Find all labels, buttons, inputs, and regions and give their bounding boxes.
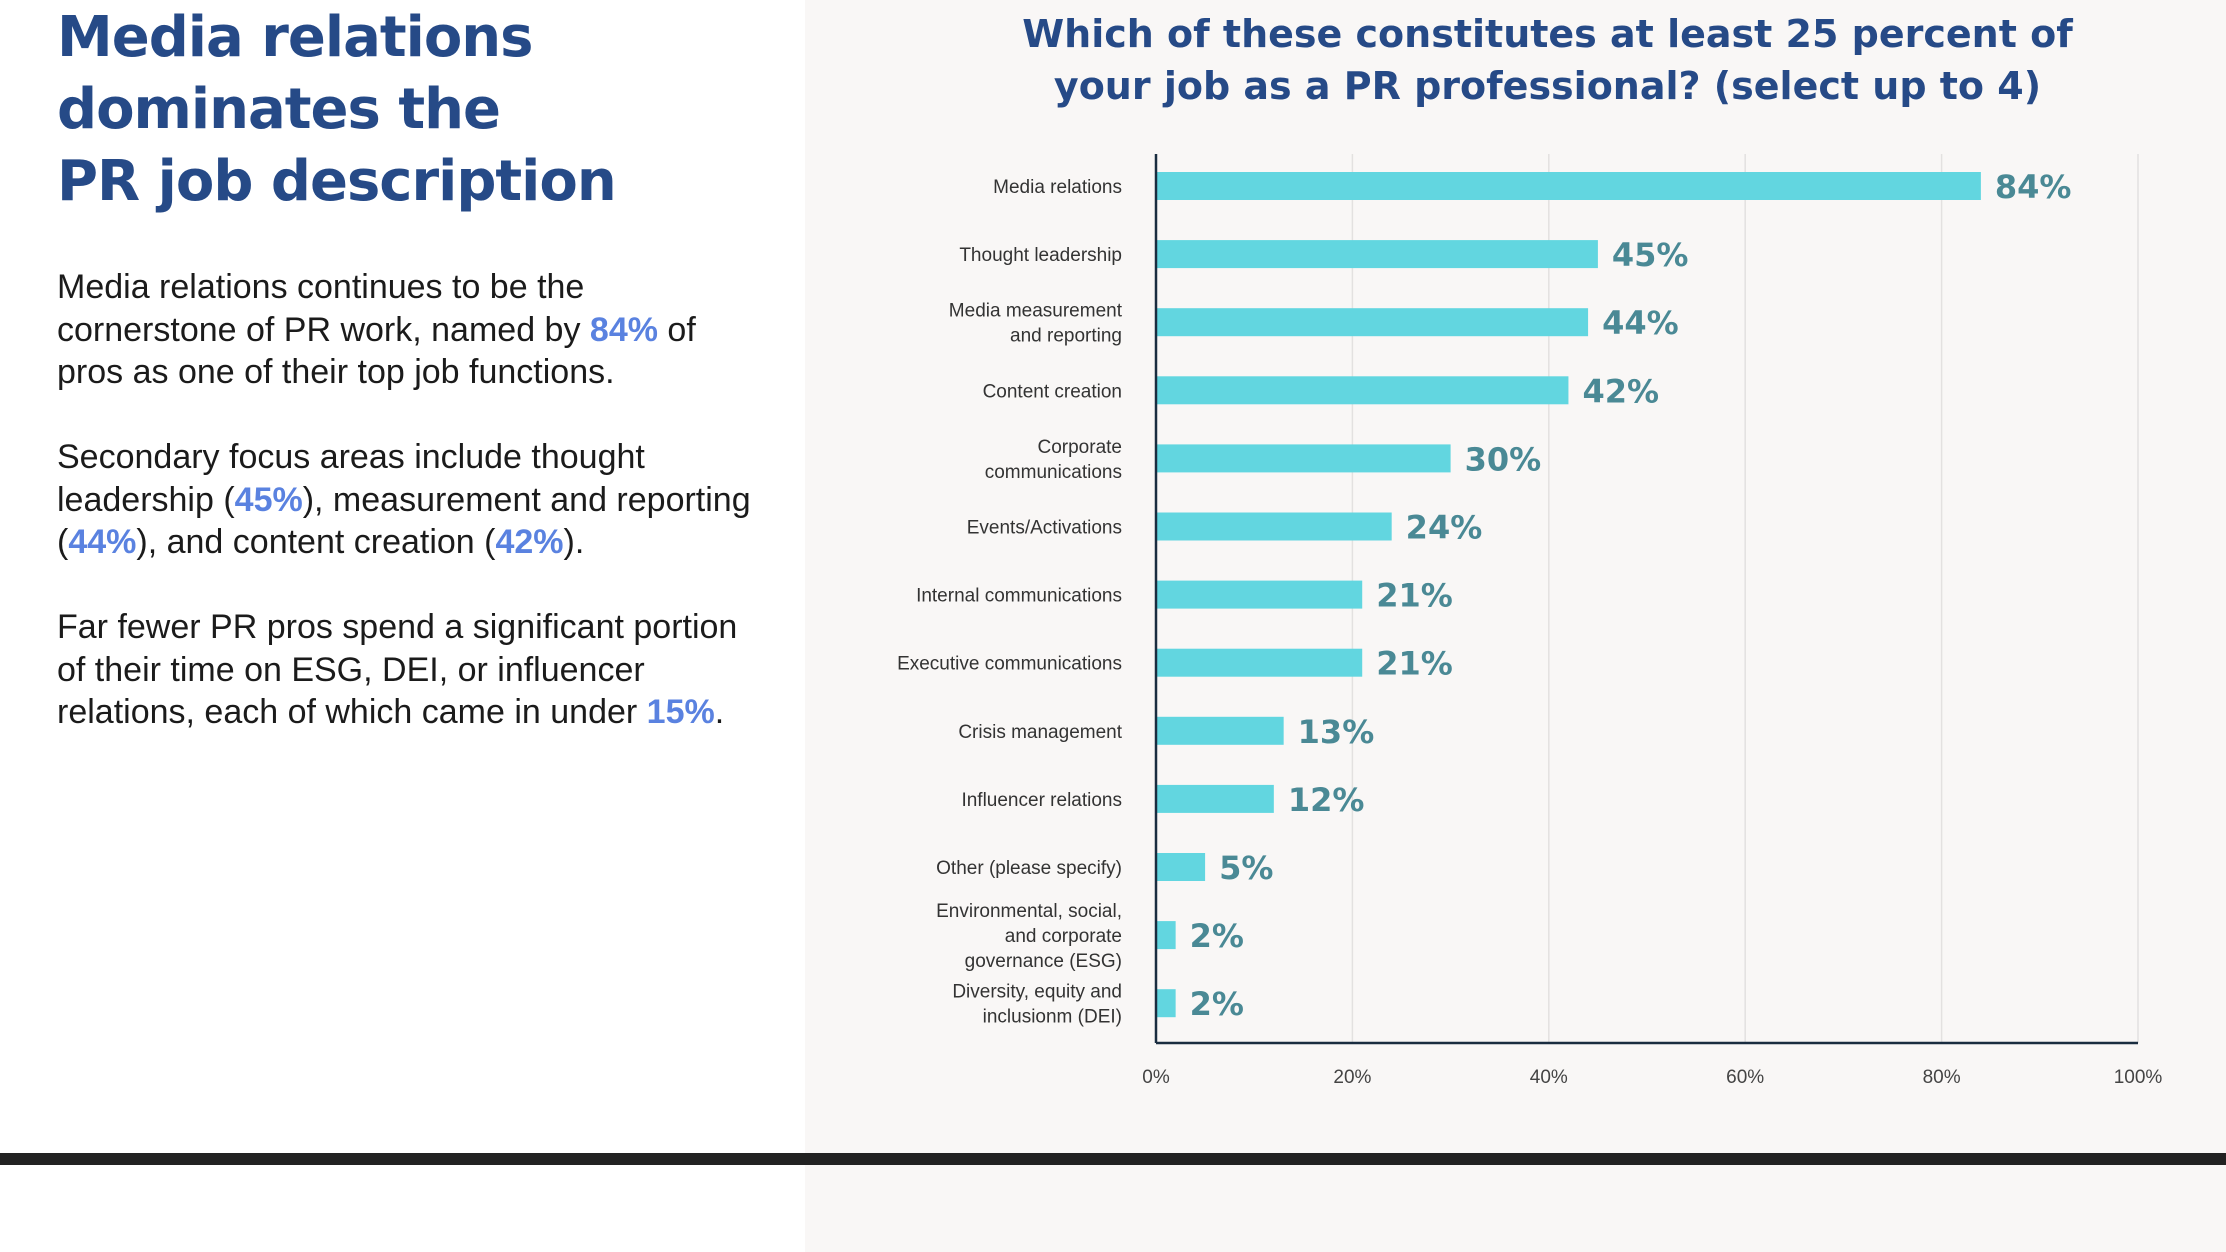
bar (1156, 784, 1274, 813)
category-label: Influencer relations (961, 790, 1122, 811)
bottom-divider (0, 1153, 2226, 1165)
category-label: Diversity, equity and (952, 982, 1122, 1003)
headline-line: dominates the (57, 77, 501, 142)
chart-title: Which of these constitutes at least 25 p… (805, 8, 2226, 112)
value-label: 44% (1602, 304, 1679, 342)
value-label: 2% (1190, 985, 1244, 1023)
value-label: 21% (1376, 577, 1453, 615)
paragraph-text: Secondary focus areas include thought le… (57, 438, 645, 519)
value-label: 21% (1376, 645, 1453, 683)
headline-line: PR job description (57, 149, 617, 214)
bar (1156, 172, 1981, 200)
category-label: Internal communications (916, 586, 1122, 607)
headline-line: Media relations (57, 5, 534, 70)
x-tick-label: 100% (2114, 1067, 2163, 1088)
value-label: 5% (1219, 849, 1273, 887)
chart-title-line: Which of these constitutes at least 25 p… (1022, 12, 2073, 56)
paragraph-text: ), and content creation ( (136, 523, 496, 561)
value-label: 84% (1995, 168, 2072, 206)
paragraph-text: ), measurement and reporting ( (57, 480, 751, 562)
bar (1156, 921, 1176, 950)
x-tick-label: 20% (1333, 1067, 1371, 1088)
bar (1156, 512, 1392, 541)
category-label: Media relations (993, 177, 1122, 198)
value-label: 24% (1406, 509, 1483, 547)
paragraph-text: ). (563, 523, 585, 561)
headline: Media relations dominates the PR job des… (57, 2, 777, 218)
highlight-stat: 15% (646, 693, 715, 731)
value-label: 42% (1582, 372, 1659, 410)
value-label: 45% (1612, 236, 1689, 274)
category-label: communications (985, 462, 1122, 483)
category-label: Crisis management (958, 722, 1122, 743)
bar (1156, 308, 1589, 337)
value-label: 2% (1190, 917, 1244, 955)
category-label: and reporting (1010, 326, 1122, 347)
paragraph-text: Media relations continues to be the corn… (57, 268, 590, 349)
secondary-paragraph: Secondary focus areas include thought le… (57, 436, 757, 564)
category-label: and corporate (1005, 926, 1122, 947)
chart-title-line: your job as a PR professional? (select u… (1053, 64, 2042, 108)
bar (1156, 376, 1569, 405)
category-label: Other (please specify) (936, 858, 1122, 879)
value-label: 12% (1288, 781, 1365, 819)
category-label: Corporate (1038, 437, 1123, 458)
x-tick-label: 40% (1530, 1067, 1568, 1088)
category-label: Media measurement (949, 301, 1123, 322)
category-label: inclusionm (DEI) (983, 1007, 1122, 1028)
category-label: Content creation (983, 381, 1122, 402)
bar (1156, 240, 1598, 269)
bar (1156, 648, 1363, 677)
minor-areas-paragraph: Far fewer PR pros spend a significant po… (57, 606, 757, 734)
highlight-stat: 42% (495, 523, 564, 561)
bar (1156, 853, 1206, 881)
category-label: Executive communications (897, 654, 1122, 675)
x-tick-label: 80% (1923, 1067, 1961, 1088)
paragraph-text: of pros as one of their top job function… (57, 310, 696, 392)
value-label: 13% (1298, 713, 1375, 751)
highlight-stat: 45% (234, 480, 303, 519)
category-label: Events/Activations (967, 518, 1122, 539)
bar (1156, 580, 1363, 609)
highlight-stat: 44% (68, 523, 137, 561)
category-label: governance (ESG) (965, 951, 1122, 972)
highlight-stat: 84% (589, 310, 658, 349)
x-tick-label: 60% (1726, 1067, 1764, 1088)
paragraph-text: . (714, 693, 725, 731)
value-label: 30% (1465, 440, 1542, 478)
category-label: Environmental, social, (936, 901, 1122, 922)
bar (1156, 716, 1284, 745)
paragraph-text: Far fewer PR pros spend a significant po… (57, 608, 738, 731)
bar (1156, 444, 1451, 473)
bar (1156, 989, 1176, 1018)
summary-paragraph: Media relations continues to be the corn… (57, 266, 757, 394)
category-label: Thought leadership (959, 245, 1122, 266)
left-panel (0, 0, 805, 1252)
x-tick-label: 0% (1142, 1067, 1170, 1088)
